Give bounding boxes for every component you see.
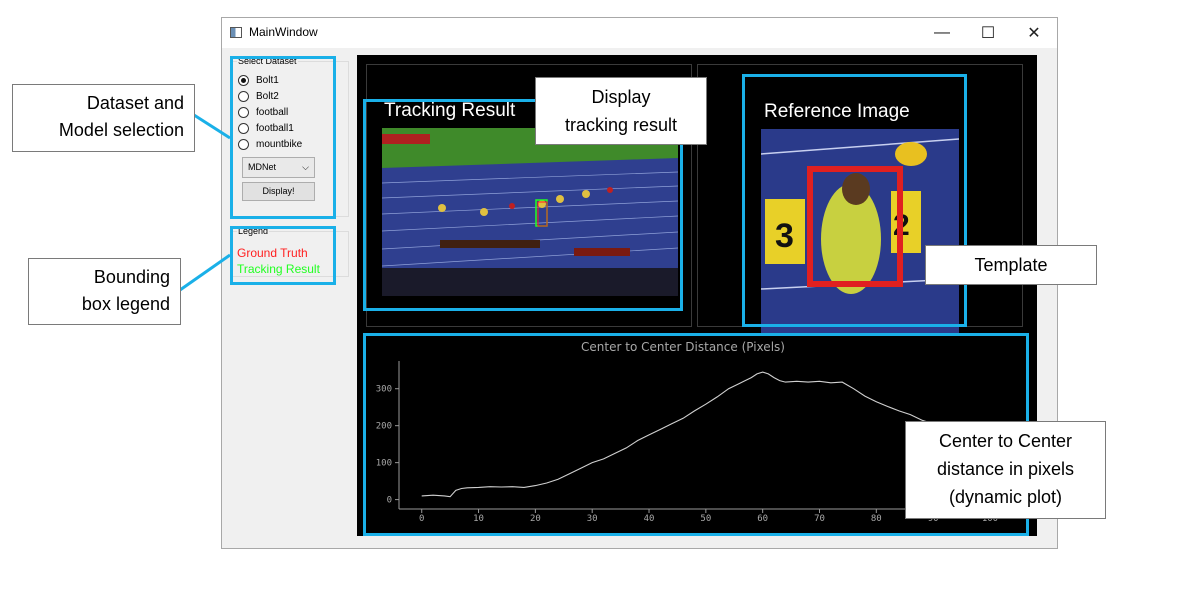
chevron-down-icon: ⌵ <box>302 162 309 172</box>
window-title: MainWindow <box>249 25 318 39</box>
plot-series <box>421 371 968 498</box>
reference-image: 3 2 <box>761 129 959 333</box>
x-tick-label: 70 <box>814 514 825 524</box>
x-tick-label: 10 <box>473 514 484 524</box>
x-tick-label: 40 <box>644 514 655 524</box>
radio-unchecked-icon[interactable] <box>238 106 249 118</box>
x-tick-label: 50 <box>700 514 711 524</box>
maximize-button[interactable]: ☐ <box>980 25 996 42</box>
highlight-tracking <box>363 99 683 311</box>
reference-title: Reference Image <box>764 101 910 122</box>
plot-ticks: 0 10 20 30 40 50 60 70 80 90 100 0 100 200 300 <box>376 385 998 524</box>
y-tick-label: 0 <box>387 496 392 506</box>
radio-bolt1[interactable]: Bolt1 <box>238 72 279 88</box>
note-plot-line1: Center to Center <box>938 431 1073 451</box>
x-tick-label: 90 <box>928 514 939 524</box>
note-plot: Center to Center distance in pixels (dyn… <box>905 421 1106 519</box>
minimize-button[interactable]: — <box>934 24 950 41</box>
note-legend-line2: box legend <box>81 294 170 314</box>
tracking-frame-image <box>382 128 678 296</box>
radio-football[interactable]: football <box>238 104 288 120</box>
dataset-group-title: Select Dataset <box>237 56 298 66</box>
y-tick-label: 200 <box>376 422 392 432</box>
app-window-icon <box>230 27 242 38</box>
radio-bolt2[interactable]: Bolt2 <box>238 88 279 104</box>
note-plot-line3: (dynamic plot) <box>948 487 1063 507</box>
highlight-reference <box>742 74 967 327</box>
radio-unchecked-icon[interactable] <box>238 122 249 134</box>
tracking-pane <box>366 64 692 327</box>
note-dataset: Dataset and Model selection <box>12 84 195 152</box>
radio-unchecked-icon[interactable] <box>238 90 249 102</box>
note-dataset-line2: Model selection <box>58 120 184 140</box>
note-display-line2: tracking result <box>564 115 678 135</box>
display-button[interactable]: Display! <box>242 182 315 201</box>
note-display-line1: Display <box>591 87 651 107</box>
note-legend: Bounding box legend <box>28 258 181 325</box>
radio-checked-icon[interactable] <box>238 74 249 86</box>
legend-ground-truth: Ground Truth <box>237 246 308 260</box>
legend-group-title: Legend <box>237 226 270 236</box>
radio-label: Bolt2 <box>256 90 279 102</box>
x-tick-label: 60 <box>757 514 768 524</box>
plot-title: Center to Center Distance (Pixels) <box>581 340 785 354</box>
radio-football1[interactable]: football1 <box>238 120 294 136</box>
radio-label: Bolt1 <box>256 74 279 86</box>
x-tick-label: 80 <box>871 514 882 524</box>
model-select[interactable]: MDNet ⌵ <box>242 157 315 178</box>
x-tick-label: 100 <box>982 514 998 524</box>
radio-label: mountbike <box>256 138 303 150</box>
radio-mountbike[interactable]: mountbike <box>238 136 302 152</box>
radio-unchecked-icon[interactable] <box>238 138 249 150</box>
note-legend-line1: Bounding <box>93 267 170 287</box>
note-display: Display tracking result <box>535 77 707 145</box>
close-button[interactable]: ✕ <box>1027 25 1041 42</box>
distance-plot: Center to Center Distance (Pixels) 0 10 20… <box>376 340 1007 524</box>
note-dataset-line1: Dataset and <box>86 93 184 113</box>
distance-series-line <box>421 371 968 498</box>
y-tick-label: 100 <box>376 459 392 469</box>
x-tick-label: 0 <box>419 514 424 524</box>
legend-tracking-result: Tracking Result <box>237 262 320 276</box>
x-tick-label: 30 <box>587 514 598 524</box>
model-select-value: MDNet <box>248 162 277 172</box>
title-bar[interactable]: MainWindow — ☐ ✕ <box>222 18 1057 48</box>
tracking-title: Tracking Result <box>384 100 516 121</box>
x-tick-label: 20 <box>530 514 541 524</box>
highlight-dataset <box>230 56 336 219</box>
radio-label: football <box>256 106 289 118</box>
note-plot-line2: distance in pixels <box>936 459 1075 479</box>
highlight-legend <box>230 226 336 285</box>
y-tick-label: 300 <box>376 385 392 395</box>
svg-text:3: 3 <box>775 217 794 255</box>
note-template: Template <box>925 245 1097 285</box>
radio-label: football1 <box>256 122 294 134</box>
